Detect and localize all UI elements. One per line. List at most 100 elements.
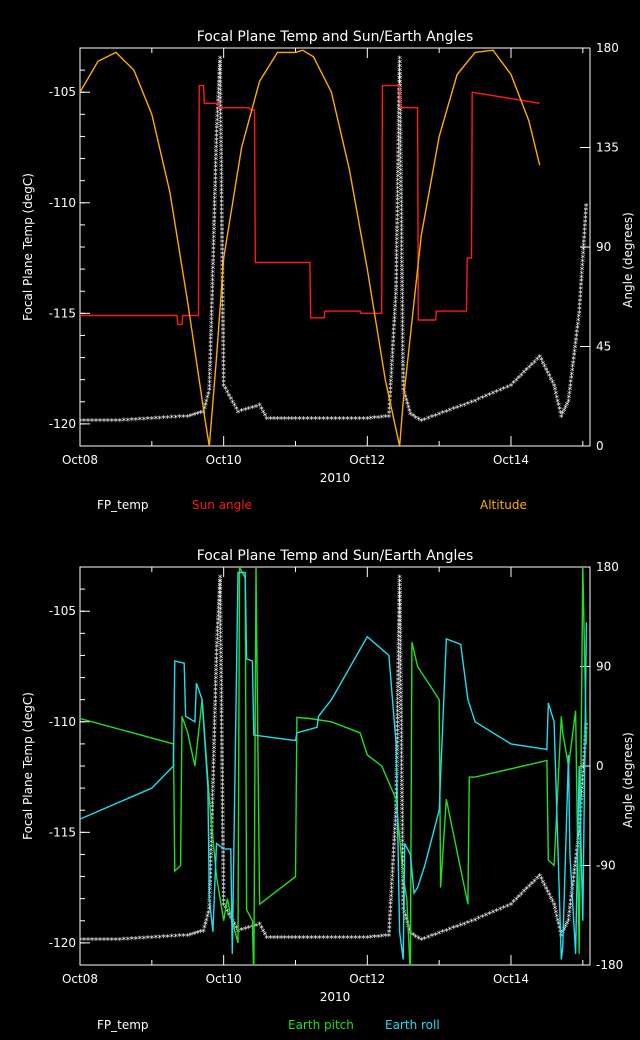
panel-1-fp-temp-point: *	[396, 146, 401, 156]
panel-1-fp-temp-point: *	[396, 161, 401, 171]
panel-1-fp-temp-point: *	[562, 407, 567, 417]
panel-1-fp-temp-point: *	[220, 251, 225, 261]
panel-2-y-label: Focal Plane Temp (degC)	[21, 692, 35, 840]
panel-1-fp-temp-point: *	[221, 330, 226, 340]
panel-2-fp-temp-point: *	[398, 598, 403, 608]
panel-1-fp-temp-point: *	[102, 418, 107, 428]
panel-2-fp-temp-point: *	[218, 610, 223, 620]
panel-2-fp-temp-point: *	[219, 726, 224, 736]
panel-1-x-tick-label: Oct12	[349, 453, 385, 467]
panel-1-fp-temp-point: *	[430, 414, 435, 424]
panel-1-fp-temp-point: *	[219, 187, 224, 197]
panel-1-fp-temp-point: *	[399, 195, 404, 205]
panel-2-fp-temp-point: *	[484, 912, 489, 922]
panel-2-fp-temp-point: *	[218, 578, 223, 588]
panel-1-fp-temp-point: *	[209, 324, 214, 334]
panel-2-fp-temp-point: *	[219, 662, 224, 672]
panel-2-title: Focal Plane Temp and Sun/Earth Angles	[197, 548, 474, 564]
panel-1-fp-temp-point: *	[400, 295, 405, 305]
panel-2-fp-temp-point: *	[466, 919, 471, 929]
panel-2-fp-temp-point: *	[389, 897, 394, 907]
panel-2-fp-temp-point: *	[393, 814, 398, 824]
panel-2-fp-temp-point: *	[218, 630, 223, 640]
panel-1-fp-temp-point: *	[390, 354, 395, 364]
panel-1-fp-temp-point: *	[577, 309, 582, 319]
panel-1-fp-temp-point: *	[142, 416, 147, 426]
panel-1-fp-temp-point: *	[397, 79, 402, 89]
panel-1-fp-temp-point: *	[213, 191, 218, 201]
panel-2-fp-temp-point: *	[219, 698, 224, 708]
panel-1-fp-temp-point: *	[211, 242, 216, 252]
panel-2-fp-temp-point: *	[554, 909, 559, 919]
panel-1-year-label: 2010	[320, 471, 351, 485]
panel-2-fp-temp-point: *	[581, 773, 586, 783]
panel-1-fp-temp-point: *	[570, 367, 575, 377]
panel-2-fp-temp-point: *	[401, 862, 406, 872]
panel-2-fp-temp-point: *	[398, 674, 403, 684]
panel-1-fp-temp-point: *	[398, 111, 403, 121]
panel-1-fp-temp-point: *	[217, 71, 222, 81]
panel-2-fp-temp-point: *	[397, 621, 402, 631]
panel-2-fp-temp-point: *	[213, 698, 218, 708]
panel-1-fp-temp-point: *	[399, 159, 404, 169]
panel-1-fp-temp-point: *	[393, 295, 398, 305]
panel-1-fp-temp-point: *	[394, 252, 399, 262]
panel-1-fp-temp-point: *	[398, 147, 403, 157]
panel-2-y2-tick-label: -180	[596, 958, 623, 972]
panel-1-fp-temp-point: *	[582, 234, 587, 244]
panel-1-fp-temp-point: *	[396, 177, 401, 187]
panel-2-fp-temp-point: *	[458, 922, 463, 932]
panel-2-fp-temp-point: *	[476, 915, 481, 925]
panel-1-fp-temp-point: *	[399, 243, 404, 253]
panel-2-fp-temp-point: *	[208, 878, 213, 888]
panel-2-fp-temp-point: *	[390, 881, 395, 891]
panel-1-fp-temp-point: *	[213, 171, 218, 181]
panel-2-fp-temp-point: *	[397, 606, 402, 616]
panel-1-fp-temp-point: *	[219, 139, 224, 149]
panel-1-fp-temp-point: *	[514, 377, 519, 387]
panel-1-fp-temp-point: *	[213, 195, 218, 205]
panel-2-fp-temp-point: *	[263, 931, 268, 941]
panel-1-fp-temp-point: *	[208, 347, 213, 357]
panel-2-fp-temp-point: *	[532, 878, 537, 888]
panel-1-fp-temp-point: *	[401, 363, 406, 373]
panel-1-fp-temp-point: *	[210, 281, 215, 291]
panel-1-y2-tick-label: 0	[596, 439, 604, 453]
panel-2-fp-temp-point: *	[162, 934, 167, 944]
panel-1-fp-temp-point: *	[218, 67, 223, 77]
panel-1-fp-temp-point: *	[580, 258, 585, 268]
panel-2-fp-temp-point: *	[221, 861, 226, 871]
panel-1-fp-temp-point: *	[580, 266, 585, 276]
panel-1-fp-temp-point: *	[212, 199, 217, 209]
panel-1-fp-temp-point: *	[583, 215, 588, 225]
panel-2-fp-temp-point: *	[556, 921, 561, 931]
panel-1-fp-temp-point: *	[207, 387, 212, 397]
panel-2-fp-temp-point: *	[94, 937, 99, 947]
panel-2-fp-temp-point: *	[573, 863, 578, 873]
panel-2-fp-temp-point: *	[395, 747, 400, 757]
panel-2-fp-temp-point: *	[210, 804, 215, 814]
panel-2-fp-temp-point: *	[361, 934, 366, 944]
panel-2-y2-tick-label: -90	[596, 859, 616, 873]
panel-2-fp-temp-point: *	[400, 790, 405, 800]
panel-1-fp-temp-point: *	[583, 219, 588, 229]
panel-2-fp-temp-point: *	[333, 934, 338, 944]
panel-1-fp-temp-point: *	[398, 107, 403, 117]
panel-1-legend-fp-temp: FP_temp	[97, 498, 149, 512]
panel-2-fp-temp-point: *	[220, 770, 225, 780]
panel-1-fp-temp-point: *	[405, 401, 410, 411]
panel-1-fp-temp-point: *	[220, 247, 225, 257]
panel-2-fp-temp-point: *	[192, 930, 197, 940]
panel-2-fp-temp-point: *	[545, 889, 550, 899]
panel-1-y-tick-label: -115	[49, 306, 76, 320]
panel-2-fp-temp-point: *	[82, 937, 87, 947]
panel-2-fp-temp-point: *	[219, 666, 224, 676]
panel-2-fp-temp-point: *	[397, 594, 402, 604]
panel-2-fp-temp-point: *	[221, 889, 226, 899]
panel-1-fp-temp-point: *	[567, 390, 572, 400]
panel-2-fp-temp-point: *	[218, 590, 223, 600]
panel-2-fp-temp-point: *	[398, 602, 403, 612]
panel-1-fp-temp-point: *	[110, 418, 115, 428]
panel-2-legend-earth-roll: Earth roll	[385, 1018, 440, 1032]
